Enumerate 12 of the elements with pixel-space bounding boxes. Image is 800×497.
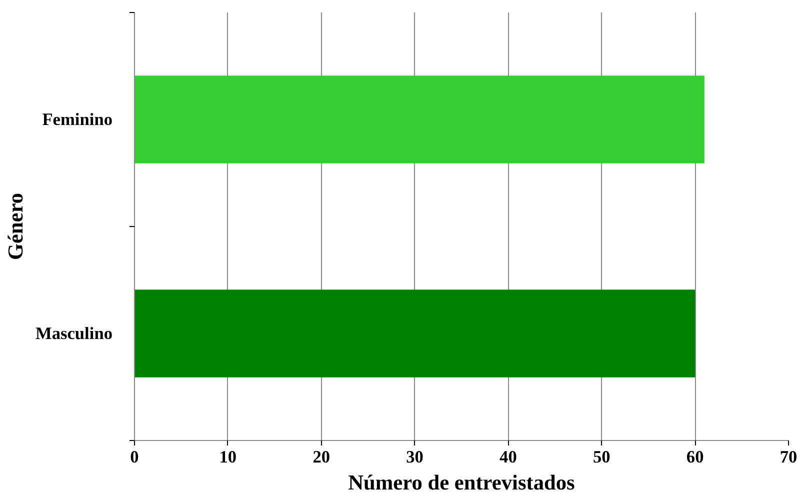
y-tick-label: Feminino bbox=[42, 110, 113, 129]
x-tick-label: 30 bbox=[406, 448, 424, 466]
x-tick-label: 60 bbox=[686, 448, 704, 466]
x-tick-label: 40 bbox=[500, 448, 517, 466]
x-tick-label: 20 bbox=[312, 448, 330, 466]
x-tick-label: 0 bbox=[130, 448, 139, 466]
y-axis-title: Género bbox=[3, 192, 28, 260]
x-tick-label: 10 bbox=[219, 448, 237, 466]
x-tick-label: 70 bbox=[780, 448, 798, 466]
y-tick-label: Masculino bbox=[35, 324, 113, 343]
x-axis-title: Número de entrevistados bbox=[348, 470, 575, 494]
x-tick-label: 50 bbox=[592, 448, 610, 466]
